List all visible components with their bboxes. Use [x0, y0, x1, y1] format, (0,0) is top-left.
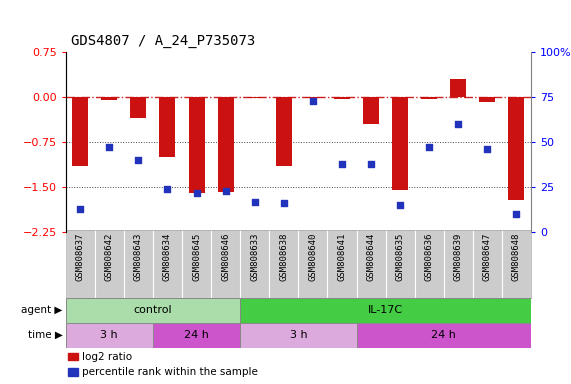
Bar [421, 97, 437, 99]
Bar [240, 298, 531, 323]
Bar [334, 97, 350, 99]
Bar [68, 353, 78, 360]
Text: IL-17C: IL-17C [368, 305, 403, 315]
Text: GSM808634: GSM808634 [163, 232, 172, 281]
Point [425, 144, 434, 151]
Point [250, 199, 259, 205]
Text: GSM808637: GSM808637 [76, 232, 85, 281]
Text: GSM808646: GSM808646 [221, 232, 230, 281]
Text: control: control [134, 305, 172, 315]
Text: time ▶: time ▶ [28, 330, 63, 340]
Text: agent ▶: agent ▶ [22, 305, 63, 315]
Text: GSM808643: GSM808643 [134, 232, 143, 281]
Bar [247, 97, 263, 98]
Point [396, 202, 405, 208]
Text: GSM808636: GSM808636 [425, 232, 434, 281]
Point [337, 161, 347, 167]
Point [454, 121, 463, 127]
Bar [72, 97, 88, 166]
Bar [153, 323, 240, 348]
Text: 3 h: 3 h [289, 330, 307, 340]
Point [104, 144, 114, 151]
Bar [218, 97, 234, 192]
Text: GSM808642: GSM808642 [105, 232, 114, 281]
Point [221, 188, 230, 194]
Bar [66, 298, 240, 323]
Bar [392, 97, 408, 190]
Bar [101, 97, 117, 100]
Bar [305, 97, 321, 98]
Bar [188, 97, 204, 193]
Point [163, 186, 172, 192]
Text: GSM808633: GSM808633 [250, 232, 259, 281]
Point [75, 206, 85, 212]
Bar [240, 323, 356, 348]
Bar [451, 79, 467, 97]
Text: 24 h: 24 h [184, 330, 209, 340]
Text: GDS4807 / A_24_P735073: GDS4807 / A_24_P735073 [71, 34, 256, 48]
Bar [363, 97, 379, 124]
Point [134, 157, 143, 163]
Bar [356, 323, 531, 348]
Text: 3 h: 3 h [100, 330, 118, 340]
Text: 24 h: 24 h [431, 330, 456, 340]
Point [192, 190, 201, 196]
Text: GSM808645: GSM808645 [192, 232, 201, 281]
Text: GSM808644: GSM808644 [367, 232, 376, 281]
Point [279, 200, 288, 207]
Text: GSM808647: GSM808647 [483, 232, 492, 281]
Bar [130, 97, 146, 118]
Text: GSM808640: GSM808640 [308, 232, 317, 281]
Bar [68, 368, 78, 376]
Point [308, 98, 317, 104]
Text: GSM808638: GSM808638 [279, 232, 288, 281]
Bar [159, 97, 175, 157]
Bar [276, 97, 292, 166]
Text: GSM808635: GSM808635 [396, 232, 405, 281]
Text: GSM808648: GSM808648 [512, 232, 521, 281]
Bar [66, 323, 153, 348]
Bar [480, 97, 496, 102]
Text: log2 ratio: log2 ratio [82, 352, 132, 362]
Bar [509, 97, 525, 200]
Text: percentile rank within the sample: percentile rank within the sample [82, 367, 258, 377]
Text: GSM808639: GSM808639 [454, 232, 463, 281]
Point [367, 161, 376, 167]
Point [512, 211, 521, 217]
Point [483, 146, 492, 152]
Text: GSM808641: GSM808641 [337, 232, 347, 281]
